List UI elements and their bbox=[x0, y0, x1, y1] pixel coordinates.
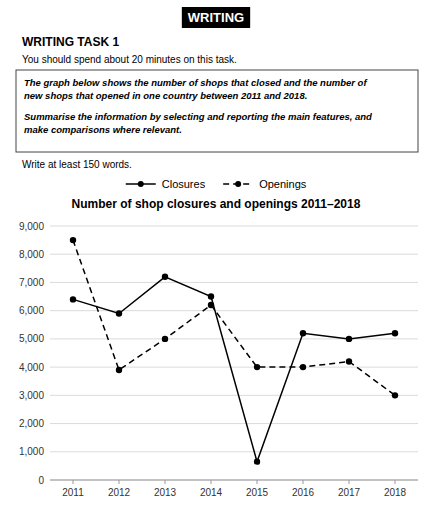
legend-label: Closures bbox=[162, 178, 206, 190]
legend-marker bbox=[138, 181, 144, 187]
legend: Closures Openings bbox=[126, 178, 307, 190]
footer-text: Write at least 150 words. bbox=[22, 159, 132, 170]
y-tick-label: 9,000 bbox=[19, 221, 44, 232]
legend-marker bbox=[235, 181, 241, 187]
x-tick-label: 2015 bbox=[246, 487, 269, 498]
x-tick bbox=[211, 480, 212, 484]
header-box bbox=[182, 7, 250, 28]
x-tick-label: 2016 bbox=[292, 487, 315, 498]
x-axis: 2011 2012 2013 2014 2015 2016 2017 2018 bbox=[50, 480, 418, 498]
x-tick-label: 2011 bbox=[62, 487, 84, 498]
grid-line bbox=[50, 254, 418, 255]
grid-line bbox=[50, 282, 418, 283]
series-point bbox=[70, 296, 76, 302]
header-label: WRITING bbox=[188, 10, 244, 25]
plot-data bbox=[70, 237, 398, 465]
grid-line bbox=[50, 338, 418, 339]
series-point bbox=[346, 358, 352, 364]
page: WRITING WRITING TASK 1 You should spend ab… bbox=[0, 0, 432, 512]
x-tick-label: 2014 bbox=[200, 487, 223, 498]
series-line bbox=[73, 240, 395, 395]
legend-label: Openings bbox=[259, 178, 307, 190]
grid-line bbox=[50, 451, 418, 452]
y-tick-label: 8,000 bbox=[19, 249, 44, 260]
legend-item: Closures bbox=[126, 178, 206, 190]
series-point bbox=[116, 310, 122, 316]
y-tick-label: 6,000 bbox=[19, 305, 44, 316]
x-tick bbox=[395, 480, 396, 484]
subtitle: You should spend about 20 minutes on thi… bbox=[22, 54, 237, 65]
grid-line bbox=[50, 480, 418, 481]
y-tick-label: 7,000 bbox=[19, 277, 44, 288]
x-tick bbox=[303, 480, 304, 484]
series-point bbox=[254, 458, 260, 464]
series-point bbox=[162, 336, 168, 342]
grid-line bbox=[50, 395, 418, 396]
x-tick bbox=[73, 480, 74, 484]
task-label: WRITING TASK 1 bbox=[22, 35, 119, 49]
series-point bbox=[208, 293, 214, 299]
x-tick-label: 2017 bbox=[338, 487, 361, 498]
series-point bbox=[300, 330, 306, 336]
x-tick-label: 2018 bbox=[384, 487, 407, 498]
series-point bbox=[116, 367, 122, 373]
series-point bbox=[208, 302, 214, 308]
grid-line bbox=[50, 367, 418, 368]
instruction-line: The graph below shows the number of shop… bbox=[24, 77, 367, 88]
series-point bbox=[300, 364, 306, 370]
series-point bbox=[162, 274, 168, 280]
x-tick bbox=[349, 480, 350, 484]
series-line bbox=[73, 277, 395, 462]
series-point bbox=[346, 336, 352, 342]
grid-line bbox=[50, 226, 418, 227]
instruction-box bbox=[16, 70, 418, 152]
series-point bbox=[254, 364, 260, 370]
grid-line bbox=[50, 423, 418, 424]
y-tick-label: 3,000 bbox=[19, 390, 44, 401]
x-tick bbox=[257, 480, 258, 484]
y-tick-label: 0 bbox=[38, 475, 44, 486]
y-axis: 0 1,000 2,000 3,000 4,000 5,000 6,000 7,000 8,00… bbox=[19, 221, 418, 486]
instruction-line: make comparisons where relevant. bbox=[24, 124, 182, 135]
y-tick-label: 2,000 bbox=[19, 418, 44, 429]
x-tick-label: 2013 bbox=[154, 487, 177, 498]
series-point bbox=[392, 392, 398, 398]
x-tick bbox=[119, 480, 120, 484]
instruction-line: Summarise the information by selecting a… bbox=[24, 111, 372, 122]
series-point bbox=[70, 237, 76, 243]
x-tick-label: 2012 bbox=[108, 487, 131, 498]
background bbox=[0, 0, 432, 512]
y-tick-label: 5,000 bbox=[19, 333, 44, 344]
y-tick-label: 1,000 bbox=[19, 446, 44, 457]
series-point bbox=[392, 330, 398, 336]
grid-line bbox=[50, 310, 418, 311]
legend-item: Openings bbox=[223, 178, 307, 190]
x-axis-line bbox=[50, 480, 418, 481]
x-tick bbox=[165, 480, 166, 484]
y-tick-label: 4,000 bbox=[19, 362, 44, 373]
instruction-line: new shops that opened in one country bet… bbox=[24, 90, 307, 101]
chart-title: Number of shop closures and openings 201… bbox=[72, 197, 361, 211]
